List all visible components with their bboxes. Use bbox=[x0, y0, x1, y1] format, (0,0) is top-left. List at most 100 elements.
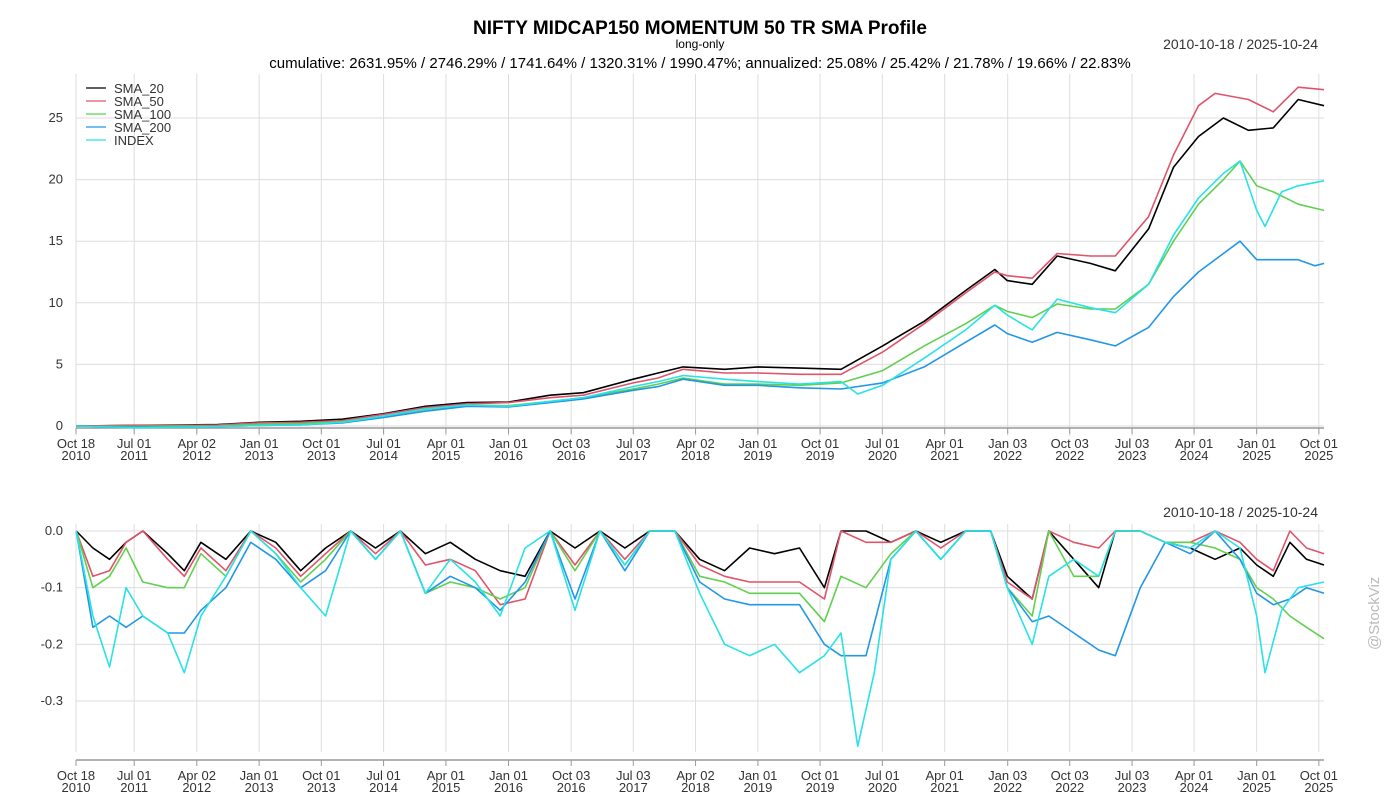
x-tick-label: Jul 01 bbox=[865, 768, 900, 783]
x-tick-label: Jul 01 bbox=[117, 436, 152, 451]
x-tick-label: Jan 01 bbox=[1237, 768, 1276, 783]
series-line-index bbox=[75, 530, 1325, 748]
y-tick-label: -0.1 bbox=[41, 580, 63, 595]
x-tick-label-year: 2014 bbox=[369, 448, 398, 463]
x-tick-label: Jan 01 bbox=[240, 436, 279, 451]
series-line-sma-200 bbox=[76, 240, 1325, 428]
x-tick-label: Oct 01 bbox=[1300, 436, 1338, 451]
x-tick-label: Oct 01 bbox=[801, 436, 839, 451]
x-tick-label: Apr 01 bbox=[1175, 768, 1213, 783]
x-tick-label: Oct 03 bbox=[552, 768, 590, 783]
x-tick-label: Oct 03 bbox=[1051, 436, 1089, 451]
x-tick-label: Oct 18 bbox=[57, 436, 95, 451]
x-tick-label-year: 2018 bbox=[681, 448, 710, 463]
x-tick-label-year: 2022 bbox=[1055, 780, 1084, 795]
x-tick-label-year: 2020 bbox=[868, 448, 897, 463]
series-line-sma-100 bbox=[75, 530, 1325, 640]
x-tick-label-year: 2019 bbox=[806, 448, 835, 463]
x-tick-label: Apr 02 bbox=[178, 436, 216, 451]
x-tick-label: Jul 01 bbox=[117, 768, 152, 783]
x-tick-label-year: 2024 bbox=[1180, 780, 1209, 795]
x-tick-label: Apr 01 bbox=[427, 436, 465, 451]
x-tick-label: Jul 01 bbox=[366, 436, 401, 451]
x-tick-label-year: 2019 bbox=[743, 780, 772, 795]
x-tick-label: Oct 01 bbox=[801, 768, 839, 783]
x-tick-label: Jul 01 bbox=[366, 768, 401, 783]
date-range-bottom: 2010-10-18 / 2025-10-24 bbox=[1163, 504, 1318, 520]
x-tick-label: Apr 02 bbox=[676, 436, 714, 451]
legend-label: SMA_20 bbox=[114, 81, 164, 96]
legend-label: SMA_200 bbox=[114, 120, 171, 135]
series-line-sma-20 bbox=[76, 98, 1325, 427]
x-tick-label-year: 2013 bbox=[307, 780, 336, 795]
y-tick-label: 15 bbox=[49, 233, 63, 248]
x-tick-label-year: 2021 bbox=[930, 780, 959, 795]
y-tick-label: 25 bbox=[49, 110, 63, 125]
x-tick-label: Apr 01 bbox=[926, 768, 964, 783]
x-tick-label-year: 2025 bbox=[1242, 780, 1271, 795]
x-tick-label-year: 2014 bbox=[369, 780, 398, 795]
x-tick-label-year: 2020 bbox=[868, 780, 897, 795]
x-tick-label-year: 2017 bbox=[619, 780, 648, 795]
x-tick-label: Jul 03 bbox=[616, 768, 651, 783]
x-tick-label-year: 2025 bbox=[1304, 448, 1333, 463]
x-tick-label-year: 2022 bbox=[1055, 448, 1084, 463]
watermark: @StockViz bbox=[1366, 576, 1383, 650]
chart-subtitle: long-only bbox=[675, 37, 725, 51]
x-tick-label-year: 2019 bbox=[806, 780, 835, 795]
legend-label: SMA_100 bbox=[114, 107, 171, 122]
x-tick-label-year: 2010 bbox=[62, 448, 91, 463]
x-tick-label-year: 2017 bbox=[619, 448, 648, 463]
x-tick-label-year: 2022 bbox=[993, 448, 1022, 463]
x-tick-label: Jan 03 bbox=[988, 768, 1027, 783]
x-tick-label: Oct 01 bbox=[302, 768, 340, 783]
y-tick-label: -0.2 bbox=[41, 636, 63, 651]
series-line-index bbox=[76, 160, 1325, 429]
date-range-top: 2010-10-18 / 2025-10-24 bbox=[1163, 36, 1318, 52]
x-tick-label: Oct 01 bbox=[302, 436, 340, 451]
x-tick-label-year: 2016 bbox=[494, 448, 523, 463]
x-tick-label-year: 2011 bbox=[120, 780, 148, 795]
x-tick-label-year: 2025 bbox=[1242, 448, 1271, 463]
x-tick-label: Oct 03 bbox=[552, 436, 590, 451]
x-tick-label-year: 2012 bbox=[182, 448, 211, 463]
x-tick-label: Apr 01 bbox=[427, 768, 465, 783]
x-tick-label-year: 2021 bbox=[930, 448, 959, 463]
x-tick-label: Jul 03 bbox=[1115, 436, 1150, 451]
x-tick-label-year: 2015 bbox=[431, 448, 460, 463]
x-tick-label-year: 2016 bbox=[494, 780, 523, 795]
chart-title: NIFTY MIDCAP150 MOMENTUM 50 TR SMA Profi… bbox=[473, 18, 927, 39]
x-tick-label: Oct 18 bbox=[57, 768, 95, 783]
x-tick-label-year: 2023 bbox=[1118, 448, 1147, 463]
x-tick-label-year: 2013 bbox=[245, 448, 274, 463]
x-tick-label-year: 2018 bbox=[681, 780, 710, 795]
x-tick-label: Jan 03 bbox=[988, 436, 1027, 451]
series-line-sma-50 bbox=[76, 86, 1325, 427]
x-tick-label: Oct 01 bbox=[1300, 768, 1338, 783]
x-tick-label: Jan 01 bbox=[240, 768, 279, 783]
x-tick-label: Jul 01 bbox=[865, 436, 900, 451]
legend-label: INDEX bbox=[114, 133, 154, 148]
x-tick-label: Jan 01 bbox=[738, 768, 777, 783]
x-tick-label: Apr 01 bbox=[1175, 436, 1213, 451]
x-tick-label: Apr 02 bbox=[178, 768, 216, 783]
x-tick-label: Jan 01 bbox=[738, 436, 777, 451]
x-tick-label: Apr 02 bbox=[676, 768, 714, 783]
performance-stats: cumulative: 2631.95% / 2746.29% / 1741.6… bbox=[269, 55, 1131, 72]
x-tick-label-year: 2011 bbox=[120, 448, 148, 463]
y-tick-label: 10 bbox=[49, 295, 63, 310]
x-tick-label-year: 2025 bbox=[1304, 780, 1333, 795]
x-tick-label-year: 2010 bbox=[62, 780, 91, 795]
x-tick-label: Apr 01 bbox=[926, 436, 964, 451]
legend-label: SMA_50 bbox=[114, 94, 164, 109]
y-tick-label: 20 bbox=[49, 172, 63, 187]
x-tick-label-year: 2015 bbox=[431, 780, 460, 795]
x-tick-label: Oct 03 bbox=[1051, 768, 1089, 783]
y-tick-label: 0.0 bbox=[45, 523, 63, 538]
y-tick-label: 0 bbox=[56, 418, 63, 433]
y-tick-label: 5 bbox=[56, 356, 63, 371]
x-tick-label-year: 2012 bbox=[182, 780, 211, 795]
x-tick-label: Jan 01 bbox=[1237, 436, 1276, 451]
x-tick-label-year: 2013 bbox=[245, 780, 274, 795]
